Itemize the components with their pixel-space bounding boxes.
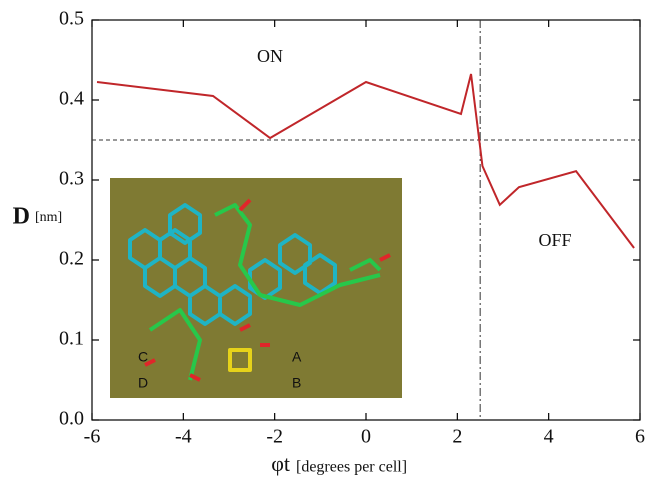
- inset-label: C: [138, 349, 148, 365]
- x-tick-label: 6: [635, 426, 645, 448]
- region-label: OFF: [538, 230, 571, 250]
- inset-label: A: [292, 349, 302, 365]
- y-tick-label: 0.5: [59, 8, 84, 30]
- x-tick-label: -6: [84, 426, 101, 448]
- inset-label: D: [138, 375, 148, 391]
- x-axis-label: φt: [271, 451, 290, 476]
- chart: C D A B ON OFF D [nm] φt [degrees per ce…: [0, 0, 650, 487]
- y-tick-label: 0.0: [59, 408, 84, 430]
- y-tick-label: 0.3: [59, 168, 84, 190]
- x-tick-label: 0: [361, 426, 371, 448]
- y-axis-unit: [nm]: [35, 210, 62, 225]
- x-axis-unit: [degrees per cell]: [296, 459, 407, 476]
- y-tick-label: 0.4: [59, 88, 84, 110]
- y-tick-label: 0.1: [59, 328, 84, 350]
- inset-image: C D A B: [110, 178, 402, 398]
- y-tick-label: 0.2: [59, 248, 84, 270]
- x-tick-label: 4: [544, 426, 554, 448]
- inset-label: B: [292, 375, 301, 391]
- region-label: ON: [257, 46, 283, 66]
- x-tick-label: -2: [266, 426, 283, 448]
- y-axis-label: D: [13, 204, 30, 230]
- x-tick-label: -4: [175, 426, 192, 448]
- x-tick-label: 2: [452, 426, 462, 448]
